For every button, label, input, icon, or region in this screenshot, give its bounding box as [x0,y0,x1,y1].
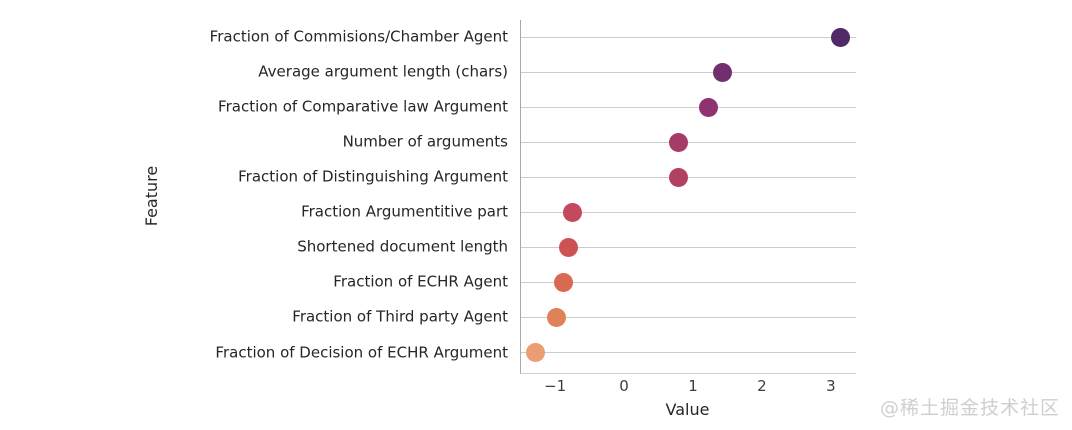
data-point [562,202,582,222]
category-label: Fraction Argumentitive part [301,202,508,221]
gridline [521,71,856,73]
data-point [669,132,689,152]
gridline [521,316,856,318]
x-tick-label: −1 [544,377,567,395]
category-label: Fraction of Commisions/Chamber Agent [209,27,508,46]
plot-area [520,20,856,374]
gridline [521,176,856,178]
category-label: Fraction of Comparative law Argument [218,97,508,116]
data-point [669,167,689,187]
x-tick-label: 3 [826,377,836,395]
category-label: Fraction of ECHR Agent [333,272,508,291]
gridline [521,106,856,108]
x-axis-title: Value [665,400,710,419]
gridline [521,281,856,283]
category-label: Fraction of Decision of ECHR Argument [215,343,508,362]
category-label: Fraction of Distinguishing Argument [238,167,508,186]
gridline [521,141,856,143]
x-tick-label: 2 [757,377,767,395]
data-point [698,97,718,117]
category-label: Shortened document length [297,237,508,256]
data-point [713,62,733,82]
y-axis-category-labels: Fraction of Commisions/Chamber Agent Aver… [0,0,508,430]
category-label: Number of arguments [342,132,508,151]
x-tick-label: 0 [619,377,629,395]
data-point [525,343,545,363]
x-tick-label: 1 [688,377,698,395]
category-label: Fraction of Third party Agent [292,307,508,326]
gridline [521,36,856,38]
gridline [521,352,856,354]
data-point [559,237,579,257]
data-point [831,27,851,47]
data-point [554,272,574,292]
gridline [521,246,856,248]
watermark: @稀土掘金技术社区 [879,397,1060,419]
category-label: Average argument length (chars) [258,62,508,81]
gridline [521,211,856,213]
data-point [547,307,567,327]
